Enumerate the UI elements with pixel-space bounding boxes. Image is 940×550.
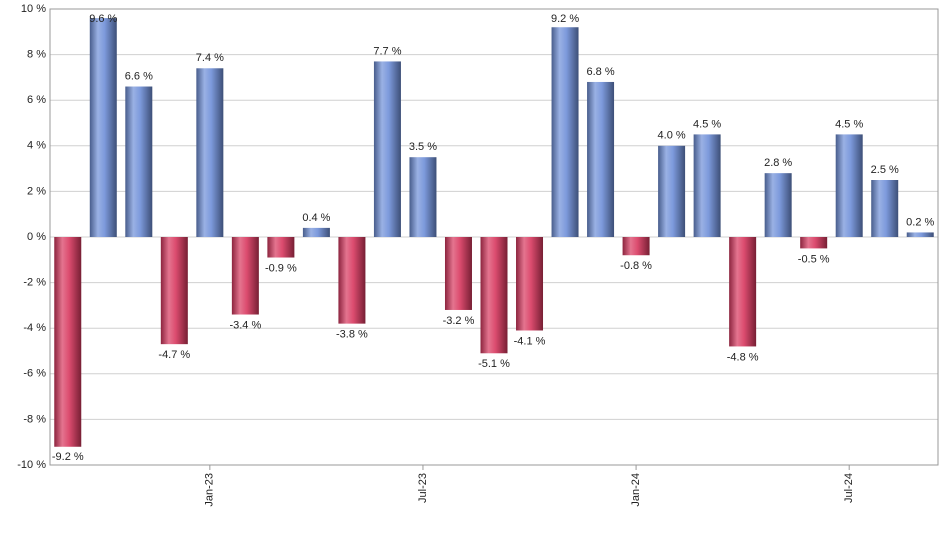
bar xyxy=(444,237,472,310)
value-label: 2.5 % xyxy=(871,164,899,176)
value-label: 6.6 % xyxy=(125,70,153,82)
bar xyxy=(906,232,934,237)
value-label: 0.4 % xyxy=(302,212,330,224)
bar xyxy=(231,237,259,315)
plot-border xyxy=(49,8,939,466)
y-tick-label: -4 % xyxy=(23,322,46,334)
value-label: 7.7 % xyxy=(373,45,401,57)
value-label: -4.8 % xyxy=(727,351,759,363)
bar xyxy=(622,237,650,256)
bar xyxy=(764,173,792,237)
bar xyxy=(587,81,615,238)
bar xyxy=(267,237,295,258)
y-tick-label: 2 % xyxy=(27,185,46,197)
bar xyxy=(125,86,153,238)
value-label: 4.5 % xyxy=(693,118,721,130)
value-label: -4.7 % xyxy=(158,349,190,361)
y-tick-label: 6 % xyxy=(27,94,46,106)
y-tick-label: -10 % xyxy=(17,459,46,471)
bar xyxy=(373,61,401,237)
value-label: 2.8 % xyxy=(764,157,792,169)
y-tick-label: 8 % xyxy=(27,49,46,61)
y-tick-label: -6 % xyxy=(23,368,46,380)
bar xyxy=(800,237,828,249)
value-label: 7.4 % xyxy=(196,52,224,64)
value-label: -3.8 % xyxy=(336,329,368,341)
bar xyxy=(89,18,117,238)
y-tick-label: 10 % xyxy=(21,3,46,15)
value-label: -0.5 % xyxy=(798,253,830,265)
value-label: 9.6 % xyxy=(89,13,117,25)
bar xyxy=(658,145,686,237)
bar xyxy=(729,237,757,347)
value-label: -0.8 % xyxy=(620,260,652,272)
value-label: 4.0 % xyxy=(658,130,686,142)
value-label: -9.2 % xyxy=(52,451,84,463)
value-label: 0.2 % xyxy=(906,216,934,228)
value-label: -0.9 % xyxy=(265,262,297,274)
bar xyxy=(693,134,721,237)
x-tick-label: Jan-23 xyxy=(204,473,216,507)
bar xyxy=(516,237,544,331)
x-tick-label: Jul-23 xyxy=(417,473,429,503)
value-label: -4.1 % xyxy=(514,335,546,347)
y-tick-label: -8 % xyxy=(23,413,46,425)
value-label: -3.4 % xyxy=(229,319,261,331)
bar xyxy=(302,227,330,237)
y-tick-label: 0 % xyxy=(27,231,46,243)
bar xyxy=(54,237,82,447)
bar xyxy=(160,237,188,345)
x-tick-label: Jan-24 xyxy=(630,473,642,507)
value-label: -5.1 % xyxy=(478,358,510,370)
value-label: 9.2 % xyxy=(551,13,579,25)
y-tick-label: -2 % xyxy=(23,277,46,289)
bar xyxy=(409,157,437,237)
y-tick-label: 4 % xyxy=(27,140,46,152)
bar xyxy=(871,180,899,237)
value-label: -3.2 % xyxy=(443,315,475,327)
bar xyxy=(835,134,863,237)
value-label: 3.5 % xyxy=(409,141,437,153)
bar xyxy=(196,68,224,237)
value-label: 6.8 % xyxy=(586,66,614,78)
bar xyxy=(551,27,579,237)
bar xyxy=(480,237,508,354)
x-tick-label: Jul-24 xyxy=(843,473,855,503)
value-label: 4.5 % xyxy=(835,118,863,130)
bar xyxy=(338,237,366,324)
